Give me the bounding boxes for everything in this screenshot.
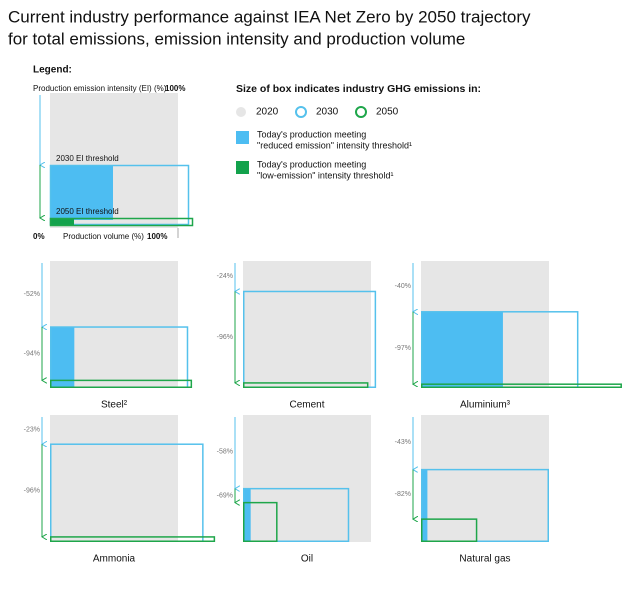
box-2050 [50,379,193,389]
title-line: Current industry performance against IEA… [8,7,531,26]
legend-threshold: 2030 EI threshold [56,154,119,163]
ei-2030-label: -52% [24,291,40,298]
reduced-fill [243,488,251,542]
legend-size-heading: Size of box indicates industry GHG emiss… [236,83,481,95]
legend-label: 2050 [376,107,399,118]
legend-swatch [295,106,307,118]
legend-label: "reduced emission" intensity threshold¹ [257,140,412,150]
ei-2030-label: -58% [217,449,233,456]
box-2050 [421,518,478,543]
ei-2050-label: -96% [24,487,40,494]
legend-label: 2030 [316,107,339,118]
legend-heading: Legend: [33,65,72,76]
legend-threshold: 2050 EI threshold [56,207,119,216]
panel-title: Ammonia [93,554,136,565]
legend-swatch [236,107,246,117]
legend-x-min: 0% [33,232,45,241]
legend-label: "low-emission" intensity threshold¹ [257,170,393,180]
box-2050 [421,383,622,389]
legend-swatch [236,161,249,174]
reduced-fill [421,311,503,388]
panel-title: Oil [301,554,313,565]
legend-swatch [236,131,249,144]
ei-2030-label: -24% [217,273,233,280]
box-2050 [50,536,216,542]
ei-2050-label: -69% [217,492,233,499]
box-2030 [421,468,549,542]
panel-title: Cement [289,400,324,411]
box-2020 [421,415,549,542]
ei-2030-label: -40% [395,283,411,290]
panel-title: Aluminium³ [460,400,511,411]
ei-2030-label: -43% [395,439,411,446]
reduced-fill [50,327,75,388]
legend-blue-fill [50,165,113,220]
ei-2050-label: -82% [395,491,411,498]
legend-x-max: 100% [147,232,167,241]
legend-label: 2020 [256,107,279,118]
title-line: for total emissions, emission intensity … [8,29,465,48]
legend-y-max: 100% [165,84,185,93]
legend-label: Today's production meeting [257,129,366,139]
box-2020 [243,415,371,542]
ei-2050-label: -97% [395,345,411,352]
box-2050 [243,501,278,543]
legend-y-axis: Production emission intensity (EI) (%) [33,84,167,93]
legend-2030-box [49,164,190,226]
panel-title: Steel² [101,400,128,411]
legend-swatch [355,106,367,118]
legend-label: Today's production meeting [257,159,366,169]
reduced-fill [421,469,428,542]
legend-x-axis: Production volume (%) [63,232,144,241]
box-2050 [243,382,369,389]
box-2020 [50,415,178,542]
legend-2050-box [49,217,194,227]
legend-green-fill [50,218,74,225]
box-2020 [243,261,371,388]
ei-2050-label: -94% [24,351,40,358]
ei-2050-label: -96% [217,334,233,341]
panel-title: Natural gas [459,554,510,565]
ei-2030-label: -23% [24,426,40,433]
